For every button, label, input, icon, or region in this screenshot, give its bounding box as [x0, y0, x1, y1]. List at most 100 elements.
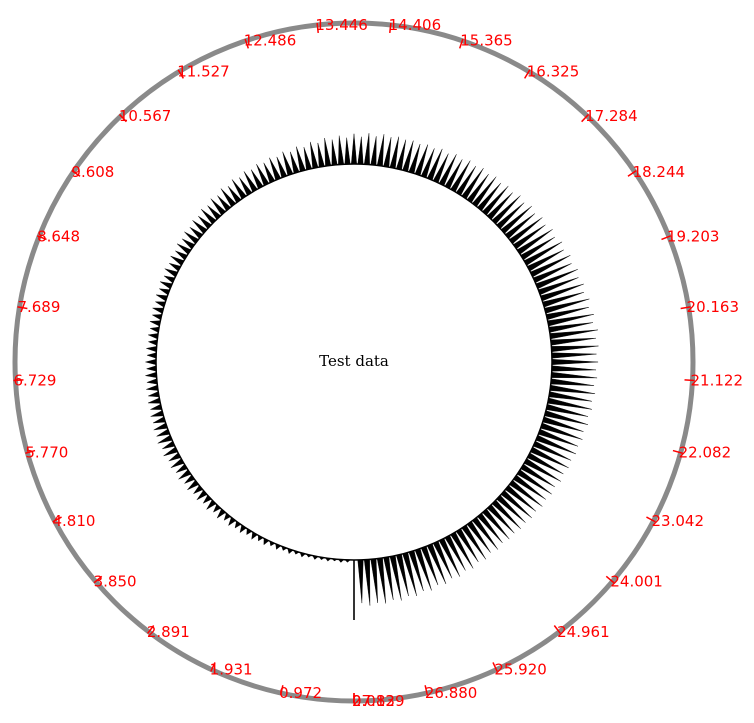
- scale-tick-label: 15.365: [460, 32, 513, 50]
- scale-tick: [177, 69, 184, 79]
- histogram-bar: [364, 559, 371, 606]
- scale-tick-label: 23.042: [652, 512, 705, 530]
- scale-tick-label: 12.486: [244, 32, 297, 50]
- scale-tick: [605, 575, 615, 584]
- histogram-bar: [146, 384, 159, 391]
- scale-tick-label: 0.972: [279, 684, 322, 702]
- scale-tick-label: 24.961: [557, 623, 610, 641]
- histogram-bar: [146, 378, 158, 385]
- scale-tick: [627, 170, 637, 177]
- histogram-bar: [145, 365, 157, 372]
- histogram-bar: [338, 135, 344, 165]
- scale-tick: [684, 379, 695, 382]
- scale-tick-label: 21.122: [691, 371, 744, 389]
- histogram-bar: [370, 558, 378, 604]
- histogram-bar: [296, 146, 306, 172]
- histogram-bar: [303, 147, 312, 171]
- scale-tick-label: 27.839: [352, 692, 405, 710]
- scale-tick-label: 7.689: [17, 298, 60, 316]
- scale-tick: [424, 685, 429, 696]
- scale-tick-label: 5.770: [25, 444, 68, 462]
- histogram-bar: [147, 333, 159, 340]
- tick-label-group: 0.012 0.972 1.931 2.891 3.850 4.810 5.770 6.729…: [13, 16, 743, 710]
- scale-tick: [492, 662, 498, 672]
- scale-tick: [279, 685, 284, 696]
- scale-tick: [147, 625, 155, 634]
- histogram-bar: [310, 141, 319, 169]
- histogram-bar: [550, 337, 596, 346]
- scale-tick-label: 11.527: [177, 63, 230, 81]
- scale-tick: [389, 22, 392, 34]
- scale-tick-label: 9.608: [71, 163, 114, 181]
- histogram-bar: [376, 134, 385, 167]
- histogram-bar: [549, 329, 598, 340]
- scale-tick: [316, 22, 319, 34]
- scale-tick: [458, 38, 464, 49]
- histogram-bar: [550, 378, 595, 386]
- tick-group: [13, 22, 695, 703]
- scale-tick-label: 8.648: [37, 228, 80, 246]
- scale-tick-label: 10.567: [119, 107, 171, 125]
- scale-tick-label: 26.880: [425, 684, 478, 702]
- scale-tick-label: 2.891: [147, 623, 190, 641]
- scale-tick: [553, 625, 561, 634]
- histogram-bar: [351, 133, 357, 165]
- histogram-bar: [376, 557, 386, 604]
- scale-tick-label: 18.244: [633, 163, 686, 181]
- histogram-bar: [551, 365, 597, 372]
- chart-title: Test data: [319, 352, 389, 370]
- scale-tick: [36, 235, 47, 241]
- histogram-bar: [145, 371, 157, 378]
- scale-tick: [52, 516, 62, 523]
- scale-tick: [581, 113, 590, 123]
- scale-tick-label: 17.284: [585, 107, 638, 125]
- scale-tick: [244, 38, 250, 49]
- scale-tick: [210, 662, 216, 672]
- histogram-bar: [549, 384, 596, 394]
- histogram-bar: [145, 346, 157, 353]
- histogram-bar: [551, 345, 599, 352]
- histogram-bar: [148, 391, 160, 398]
- histogram-bar: [389, 136, 400, 169]
- inner-baseline-circle: [155, 163, 553, 561]
- scale-tick-label: 4.810: [52, 512, 95, 530]
- scale-tick-label: 1.931: [210, 661, 253, 679]
- histogram-bar: [551, 359, 599, 365]
- scale-tick: [680, 306, 691, 310]
- histogram-bar: [551, 352, 597, 359]
- histogram-bar: [370, 136, 377, 166]
- scale-tick: [13, 379, 24, 382]
- scale-tick-label: 24.001: [610, 572, 663, 590]
- scale-tick-label: 13.446: [315, 16, 368, 34]
- histogram-bar: [317, 142, 325, 168]
- scale-tick: [25, 449, 36, 454]
- histogram-bar: [344, 137, 351, 165]
- histogram-bar: [551, 372, 598, 379]
- scale-tick: [672, 449, 683, 454]
- histogram-bar: [364, 133, 370, 165]
- scale-tick-label: 16.325: [527, 63, 580, 81]
- histogram-bar: [147, 339, 158, 346]
- histogram-bar: [146, 352, 157, 359]
- scale-tick: [118, 113, 127, 123]
- scale-tick: [71, 170, 81, 177]
- scale-tick: [524, 69, 531, 79]
- scale-tick-label: 14.406: [389, 16, 442, 34]
- scale-tick-label: 20.163: [687, 298, 740, 316]
- scale-tick: [17, 306, 28, 310]
- scale-tick-label: 3.850: [94, 572, 137, 590]
- scale-tick: [661, 235, 672, 241]
- histogram-bar: [145, 359, 157, 365]
- scale-tick-label: 19.203: [667, 228, 720, 246]
- histogram-bar: [324, 138, 332, 167]
- histogram-bar: [357, 559, 364, 604]
- scale-tick-label: 0.012: [352, 692, 395, 710]
- histogram-bar: [147, 397, 161, 404]
- histogram-bar: [357, 136, 364, 165]
- histogram-bar: [383, 137, 392, 168]
- scale-tick-label: 25.920: [494, 661, 547, 679]
- scale-tick: [93, 575, 103, 584]
- scale-tick-label: 22.082: [679, 444, 732, 462]
